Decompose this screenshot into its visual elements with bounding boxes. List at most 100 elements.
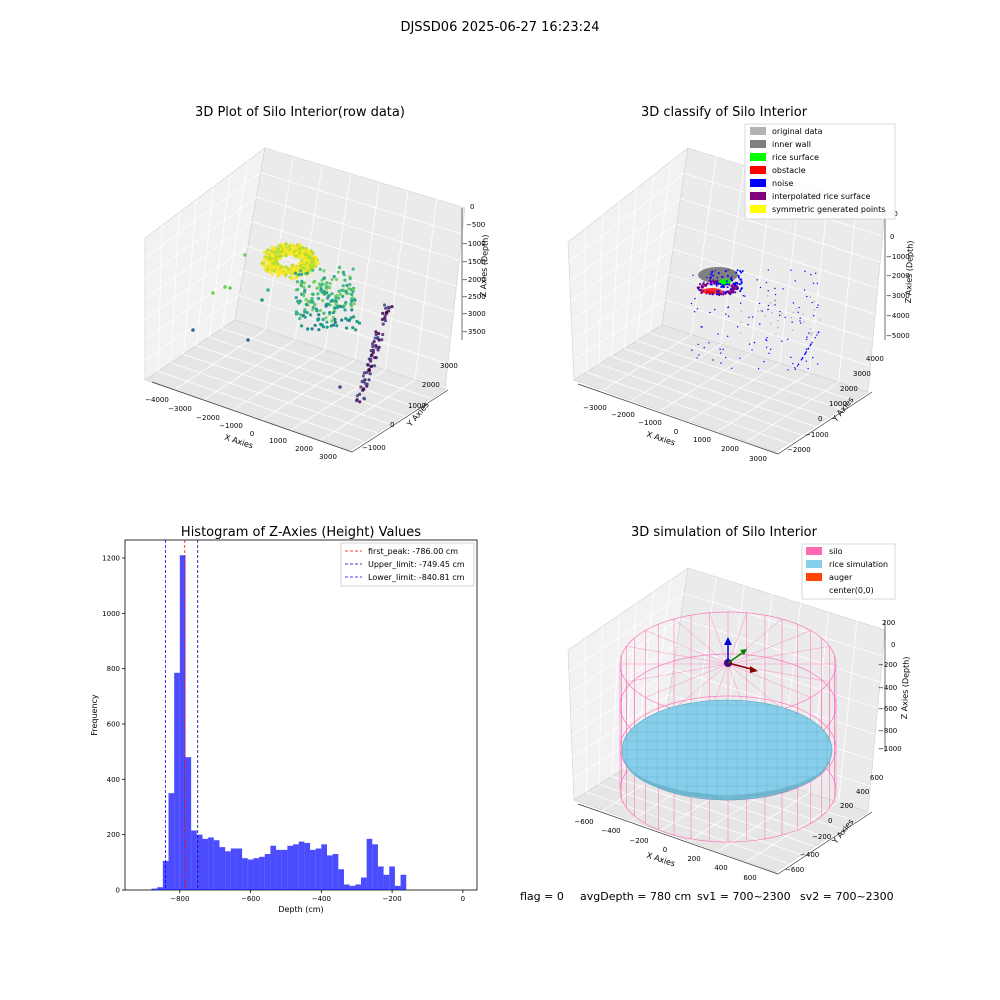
data-point [321, 317, 325, 322]
noise-point [757, 368, 760, 370]
histogram-bar [315, 848, 322, 890]
legend-swatch [806, 573, 822, 581]
data-point [316, 318, 320, 322]
data-point [381, 311, 385, 315]
noise-point [729, 288, 732, 291]
data-point [361, 379, 366, 383]
data-point [349, 302, 353, 306]
noise-point [739, 357, 741, 360]
interpolated-point [699, 288, 702, 291]
noise-point [739, 290, 742, 293]
data-point [302, 285, 306, 289]
grid-line [611, 776, 815, 847]
noise-point [759, 286, 762, 289]
grid-line [611, 356, 815, 427]
noise-point [753, 341, 756, 344]
noise-point [796, 365, 799, 367]
data-point [310, 296, 314, 301]
y-tick: 600 [870, 774, 883, 782]
legend-label: auger [829, 573, 853, 582]
noise-point [806, 336, 808, 338]
histogram-bar [394, 885, 401, 890]
histogram-bar [355, 884, 361, 890]
grid-line [414, 199, 437, 381]
data-point [308, 266, 313, 270]
x-tick-labels: −4000 −3000 −2000 −1000 0 1000 2000 3000 [145, 396, 337, 461]
interpolated-point [719, 292, 723, 295]
noise-point [781, 340, 783, 342]
z-tick: 200 [882, 619, 895, 627]
histogram-bar [360, 877, 367, 890]
y-tick-label: 1000 [102, 610, 120, 618]
data-point [296, 287, 300, 292]
grid-line [144, 172, 261, 259]
data-point [322, 311, 326, 315]
noise-point [792, 302, 795, 304]
data-point [312, 261, 316, 266]
noise-point [765, 338, 767, 341]
grid-line [631, 343, 722, 401]
data-point [280, 267, 285, 271]
data-point [298, 299, 302, 303]
noise-point [736, 326, 739, 328]
x-tick-label: −200 [382, 895, 401, 903]
x-tick: 2000 [295, 445, 313, 453]
histogram-bar [168, 793, 175, 890]
legend-label: original data [772, 127, 823, 136]
noise-point [797, 311, 799, 314]
data-point [314, 255, 318, 259]
data-point [362, 371, 367, 375]
data-point [359, 385, 363, 389]
panel-classify-3d: 3D classify of Silo Interior −3000 −2000… [567, 105, 915, 463]
histogram-bar [281, 849, 288, 890]
interpolated-point [729, 290, 733, 293]
noise-point [730, 278, 733, 281]
data-point [301, 266, 306, 270]
z-tick: −1000 [878, 745, 902, 753]
panel-title: Histogram of Z-Axies (Height) Values [181, 525, 421, 540]
legend: silo rice simulation auger center(0,0) [801, 543, 896, 600]
data-point [347, 318, 351, 323]
noise-point [727, 306, 729, 309]
histogram-bar [202, 838, 209, 890]
histogram-bar [191, 830, 197, 890]
noise-point [731, 367, 733, 369]
y-tick: −1000 [805, 431, 829, 439]
data-point [361, 374, 365, 378]
x-tick: −1000 [638, 419, 662, 427]
z-tick: −3000 [886, 292, 910, 300]
interpolated-point [734, 291, 737, 294]
data-point [271, 261, 275, 265]
data-point [384, 306, 388, 310]
data-point [339, 304, 343, 309]
data-point [264, 265, 268, 269]
x-tick: 200 [687, 855, 700, 863]
noise-point [716, 277, 718, 279]
noise-point [807, 367, 809, 370]
original-point [792, 311, 795, 314]
data-point [277, 255, 281, 259]
data-point [357, 392, 362, 396]
data-point [343, 278, 347, 282]
noise-point [735, 271, 738, 274]
interpolated-point [705, 283, 708, 286]
grid-line [673, 248, 876, 315]
grid-line [144, 245, 249, 320]
legend: first_peak: -786.00 cm Upper_limit: -749.… [340, 542, 475, 587]
noise-point [737, 274, 740, 277]
histogram-bar [287, 845, 294, 890]
noise-point [778, 314, 781, 316]
histogram-bar [349, 885, 356, 890]
noise-point [717, 333, 719, 335]
data-point [353, 298, 357, 302]
y-tick: −1000 [362, 444, 386, 452]
grid-line [584, 228, 587, 373]
y-tick: 2000 [840, 385, 858, 393]
noise-point [800, 359, 803, 361]
z-tick: 0 [470, 203, 474, 211]
noise-point [738, 283, 741, 286]
noise-point [812, 282, 815, 285]
histogram-bar [230, 848, 237, 890]
data-point [322, 276, 327, 280]
noise-point [817, 363, 819, 365]
